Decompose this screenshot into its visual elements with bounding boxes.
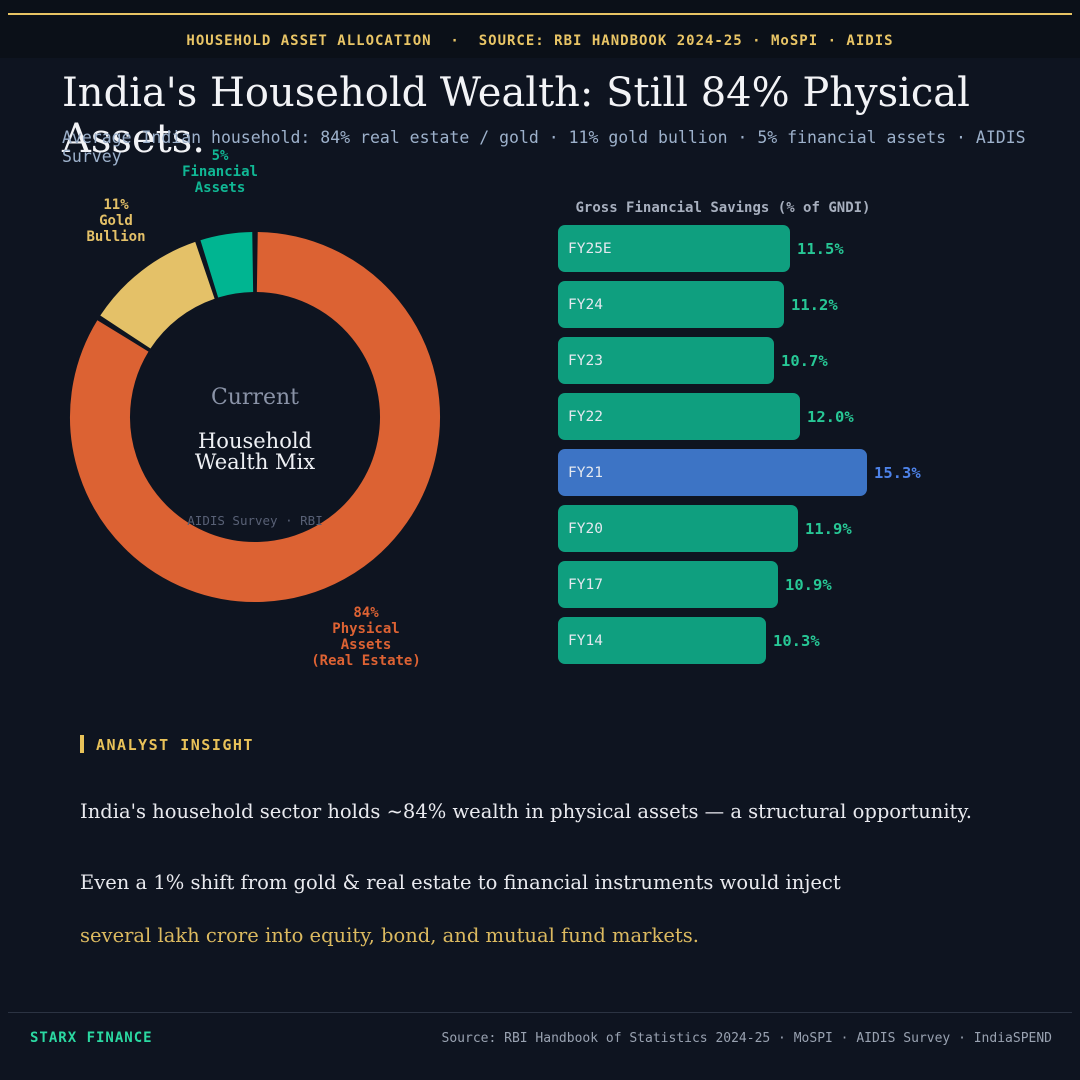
- insight-label: ANALYST INSIGHT: [96, 736, 254, 754]
- bar-category-label: FY21: [568, 464, 603, 481]
- bar-row-fy20: FY20 11.9%: [558, 505, 1058, 552]
- bar-category-label: FY14: [568, 632, 603, 649]
- bar-value-label: 11.2%: [791, 295, 838, 314]
- bar-category-label: FY25E: [568, 240, 612, 257]
- bar-chart: FY25E 11.5% FY24 11.2% FY23 10.7% FY22 12.0% FY2…: [558, 225, 1058, 673]
- footer-source: Source: RBI Handbook of Statistics 2024-…: [441, 1031, 1052, 1046]
- bar-value-label: 10.3%: [773, 631, 820, 650]
- donut-label-gold-bullion: 11% Gold Bullion: [86, 197, 146, 245]
- donut-segment-2: [200, 232, 254, 298]
- bar-fy14: FY14: [558, 617, 766, 664]
- bar-row-fy14: FY14 10.3%: [558, 617, 1058, 664]
- donut-center-title: Current: [210, 385, 300, 410]
- insight-paragraph-3: several lakh crore into equity, bond, an…: [80, 924, 699, 947]
- donut-center-source: AIDIS Survey · RBI: [187, 513, 323, 528]
- bar-value-label: 15.3%: [874, 463, 921, 482]
- bar-category-label: FY17: [568, 576, 603, 593]
- footer-brand: STARX FINANCE: [30, 1030, 153, 1046]
- bar-row-fy22: FY22 12.0%: [558, 393, 1058, 440]
- bar-row-fy25e: FY25E 11.5%: [558, 225, 1058, 272]
- bar-row-fy24: FY24 11.2%: [558, 281, 1058, 328]
- donut-center-subtitle: Household Wealth Mix: [194, 429, 316, 474]
- page-title: India's Household Wealth: Still 84% Phys…: [62, 70, 970, 162]
- bar-row-fy21: FY21 15.3%: [558, 449, 1058, 496]
- insight-paragraph-2: Even a 1% shift from gold & real estate …: [80, 871, 841, 894]
- bar-category-label: FY23: [568, 352, 603, 369]
- bar-row-fy17: FY17 10.9%: [558, 561, 1058, 608]
- bar-fy22: FY22: [558, 393, 800, 440]
- kicker-line: HOUSEHOLD ASSET ALLOCATION · SOURCE: RBI…: [186, 33, 894, 49]
- bar-value-label: 10.9%: [785, 575, 832, 594]
- bar-value-label: 12.0%: [807, 407, 854, 426]
- bar-row-fy23: FY23 10.7%: [558, 337, 1058, 384]
- donut-label-physical-assets: 84% Physical Assets (Real Estate): [311, 605, 421, 669]
- bar-category-label: FY20: [568, 520, 603, 537]
- top-band: [0, 0, 1080, 58]
- insight-accent-bar: [80, 735, 84, 753]
- donut-label-financial-assets: 5% Financial Assets: [182, 148, 258, 196]
- donut-segment-0: [70, 232, 440, 602]
- bar-fy24: FY24: [558, 281, 784, 328]
- bar-category-label: FY22: [568, 408, 603, 425]
- donut-chart: [70, 232, 440, 602]
- bar-fy17: FY17: [558, 561, 778, 608]
- bar-value-label: 10.7%: [781, 351, 828, 370]
- bar-chart-title: Gross Financial Savings (% of GNDI): [575, 200, 871, 216]
- insight-paragraph-1: India's household sector holds ~84% weal…: [80, 800, 973, 823]
- bar-fy25e: FY25E: [558, 225, 790, 272]
- bar-fy20: FY20: [558, 505, 798, 552]
- footer-divider: [8, 1012, 1072, 1013]
- bar-value-label: 11.5%: [797, 239, 844, 258]
- bar-fy23: FY23: [558, 337, 774, 384]
- donut-segment-1: [100, 241, 216, 350]
- bar-category-label: FY24: [568, 296, 603, 313]
- bar-value-label: 11.9%: [805, 519, 852, 538]
- top-gold-rule: [8, 13, 1072, 15]
- bar-fy21: FY21: [558, 449, 867, 496]
- page-subtitle: Average Indian household: 84% real estat…: [62, 128, 1026, 166]
